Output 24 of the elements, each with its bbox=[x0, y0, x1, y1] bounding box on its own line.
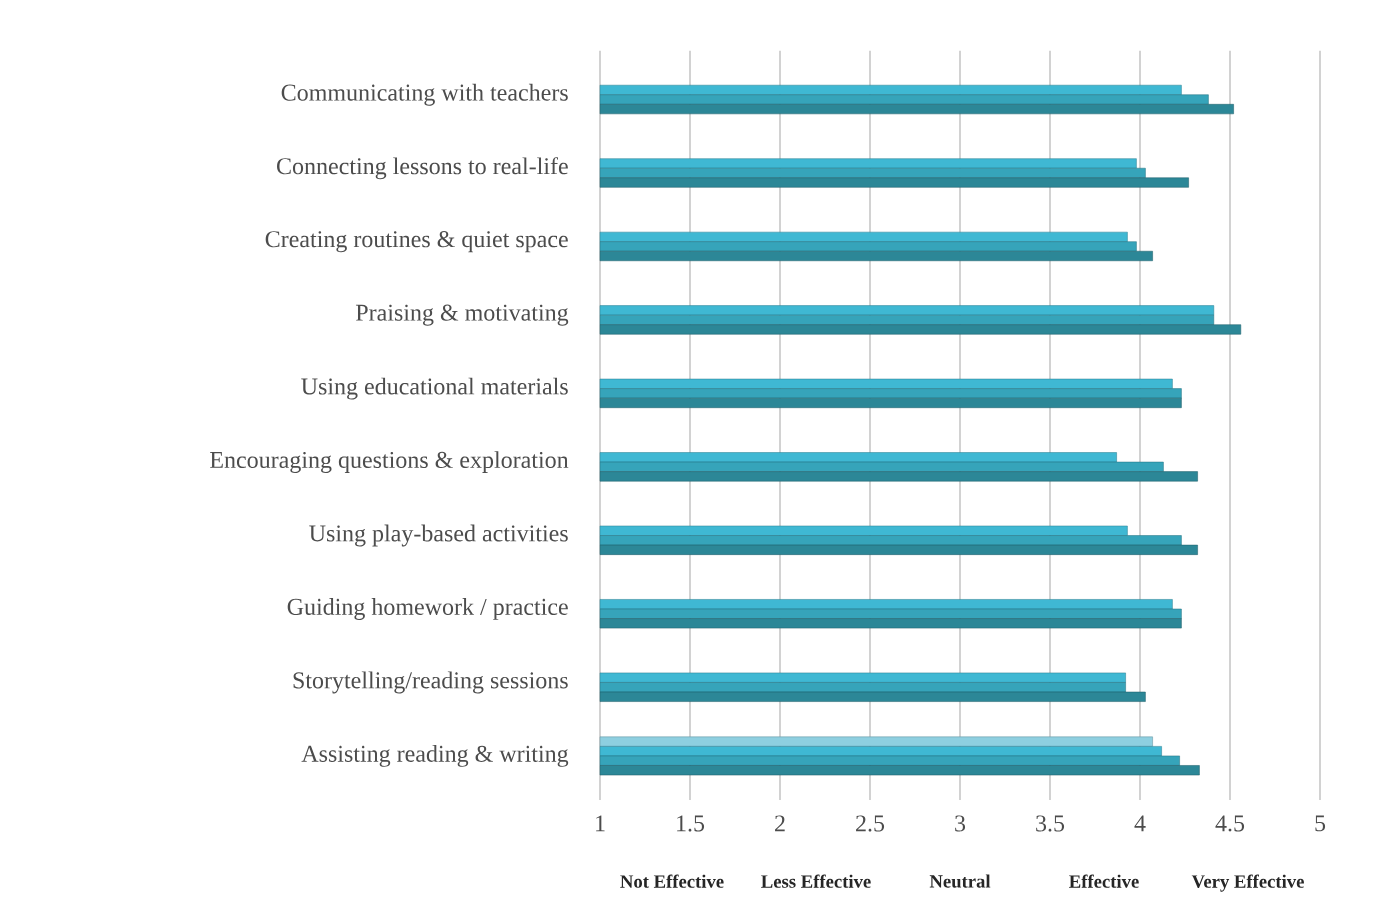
y-tick-label: Encouraging questions & exploration bbox=[210, 451, 569, 473]
y-tick-label: Storytelling/reading sessions bbox=[293, 671, 568, 694]
y-tick-label: Using educational materials bbox=[301, 377, 568, 400]
x-tick-label: 2.5 bbox=[856, 815, 885, 832]
x-tick-label: 4 bbox=[1134, 815, 1146, 832]
text: Not Effective bbox=[620, 874, 724, 888]
y-tick-label: Connecting lessons to real-life bbox=[277, 157, 568, 180]
text: Effective bbox=[1069, 874, 1139, 888]
y-tick-label: Assisting reading & writing bbox=[301, 745, 569, 767]
y-tick-label: Communicating with teachers bbox=[281, 83, 568, 106]
x-tick-label: 5 bbox=[1315, 815, 1326, 832]
y-tick-label: Using play-based activities bbox=[309, 524, 568, 547]
x-tick-label: 1.5 bbox=[677, 815, 705, 832]
x-tick-label: 1 bbox=[596, 815, 605, 832]
x-tick-label: 4.5 bbox=[1215, 815, 1245, 832]
text: Very Effective bbox=[1191, 874, 1304, 892]
y-tick-label: Guiding homework / practice bbox=[287, 598, 568, 620]
text: Neutral bbox=[929, 874, 991, 888]
x-tick-label: 3.5 bbox=[1036, 815, 1065, 832]
text: Less Effective bbox=[761, 874, 871, 888]
x-tick-label: 2 bbox=[775, 815, 785, 832]
y-tick-label: Creating routines & quiet space bbox=[265, 231, 568, 253]
x-tick-label: 3 bbox=[955, 815, 966, 832]
y-tick-label: Praising & motivating bbox=[355, 304, 569, 326]
